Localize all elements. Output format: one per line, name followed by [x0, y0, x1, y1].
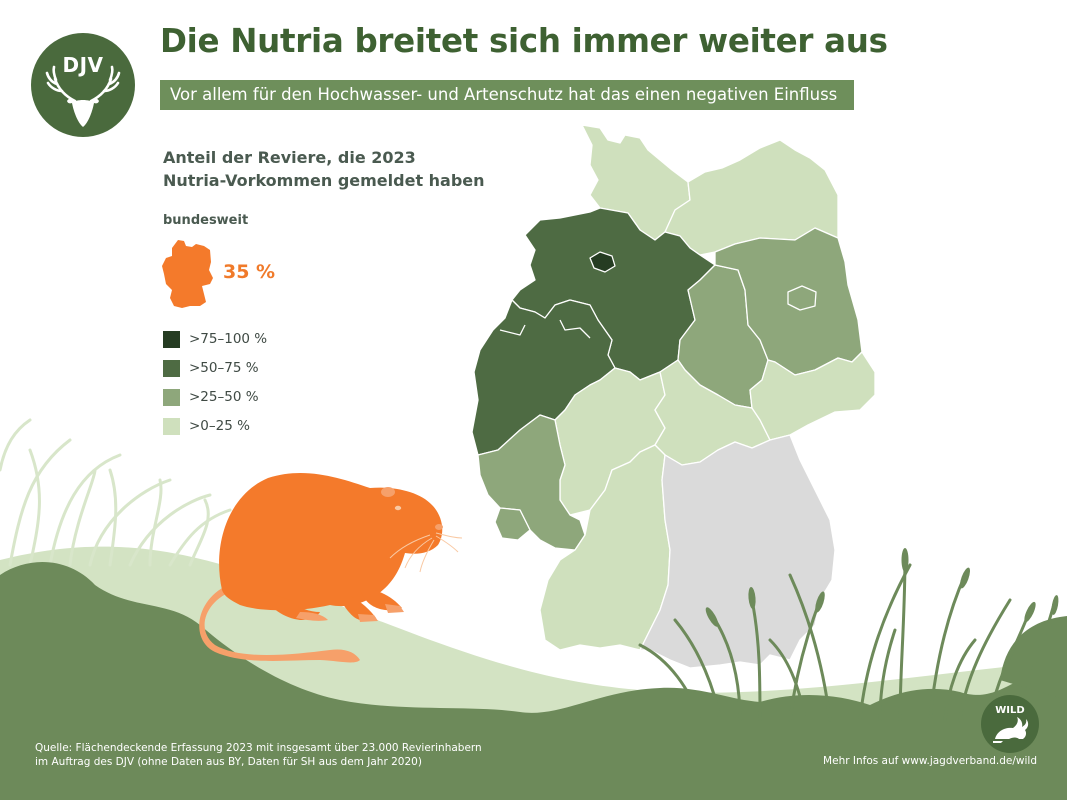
region-bremen[interactable]: Bremen: >75–100 %	[589, 251, 616, 273]
djv-logo-text: DJV	[62, 53, 104, 77]
page-subtitle: Vor allem für den Hochwasser- und Artens…	[160, 80, 854, 110]
region-berlin[interactable]: Berlin: >25–50 %	[787, 285, 817, 311]
legend-item-0-25: >0–25 %	[163, 417, 250, 435]
cattails	[638, 553, 1057, 722]
legend-heading-line1: Anteil der Reviere, die 2023	[163, 148, 416, 167]
legend-heading: Anteil der Reviere, die 2023 Nutria-Vork…	[163, 146, 485, 192]
legend-item-25-50: >25–50 %	[163, 388, 259, 406]
legend-label: >0–25 %	[189, 418, 250, 434]
foreground-hill-right	[1000, 616, 1067, 700]
wild-badge[interactable]: WILD	[981, 695, 1039, 753]
back-grass-left	[0, 418, 232, 567]
legend-swatch	[163, 417, 180, 435]
legend-swatch	[163, 388, 180, 406]
region-bayern[interactable]: Bayern: no data	[639, 434, 836, 669]
germany-silhouette-icon	[162, 240, 213, 308]
region-saarland[interactable]: Saarland: >25–50 %	[494, 507, 531, 541]
wild-badge-text: WILD	[995, 705, 1025, 716]
djv-deer-logo-icon	[45, 65, 121, 127]
legend-swatch	[163, 330, 180, 348]
djv-logo: DJV	[31, 33, 135, 137]
wild-hare-logo-icon	[993, 717, 1029, 743]
legend-label: >50–75 %	[189, 360, 259, 376]
region-sachsen[interactable]: Sachsen: >0–25 %	[749, 351, 876, 441]
nutria-illustration	[199, 472, 463, 663]
source-line-1: Quelle: Flächendeckende Erfassung 2023 m…	[35, 742, 482, 754]
source-line-2: im Auftrag des DJV (ohne Daten aus BY, D…	[35, 756, 422, 768]
germany-map: Schleswig-Holstein: >0–25 % Mecklenburg-…	[471, 124, 876, 669]
legend-heading-line2: Nutria-Vorkommen gemeldet haben	[163, 171, 485, 190]
legend-swatch	[163, 359, 180, 377]
more-info-link[interactable]: Mehr Infos auf www.jagdverband.de/wild	[823, 755, 1037, 767]
legend-item-50-75: >50–75 %	[163, 359, 259, 377]
page-title: Die Nutria breitet sich immer weiter aus	[160, 22, 888, 60]
source-note: Quelle: Flächendeckende Erfassung 2023 m…	[35, 741, 482, 769]
cattail-heads	[705, 548, 1059, 627]
legend-label: >75–100 %	[189, 331, 268, 347]
national-label: bundesweit	[163, 213, 249, 228]
legend-item-75-100: >75–100 %	[163, 330, 267, 348]
legend-label: >25–50 %	[189, 389, 259, 405]
national-value: 35 %	[223, 261, 276, 283]
foreground-hills	[0, 562, 1067, 800]
